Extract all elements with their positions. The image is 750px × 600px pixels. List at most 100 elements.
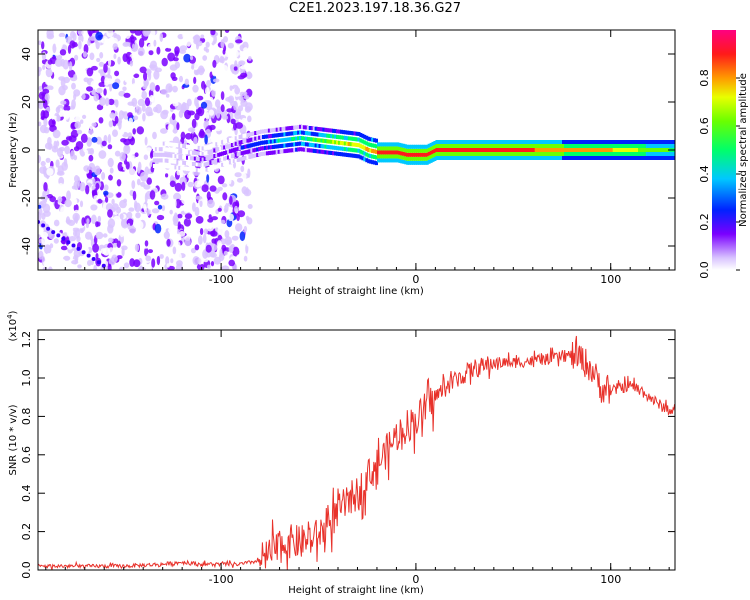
ridge-cell [176, 148, 180, 153]
ridge-cell [497, 140, 501, 144]
ridge-cell [669, 156, 673, 160]
ridge-cell [301, 130, 304, 135]
noise-blob [207, 218, 214, 223]
ridge-cell [328, 134, 332, 138]
ridge-cell [419, 148, 423, 153]
noise-blob [107, 78, 113, 85]
ridge-cell [663, 156, 667, 160]
ridge-cell [289, 148, 293, 153]
noise-blob [105, 97, 110, 107]
ridge-cell [673, 144, 675, 148]
ridge-cell [361, 139, 365, 144]
ridge-cell [456, 144, 460, 148]
ridge-cell [301, 141, 304, 146]
ridge-cell [460, 140, 464, 144]
ridge-cell [610, 152, 614, 156]
colorbar-tick-label: 0.8 [698, 69, 711, 87]
ridge-cell [585, 152, 589, 156]
noise-blob [38, 154, 42, 164]
ridge-cell [495, 140, 499, 144]
ridge-cell [466, 144, 470, 148]
ridge-cell [217, 158, 221, 163]
ridge-cell [158, 164, 162, 168]
ridge-cell [269, 139, 273, 144]
noise-blob [151, 95, 157, 105]
ridge-cell [406, 152, 410, 157]
ridge-cell [158, 152, 162, 157]
noise-blob [54, 58, 63, 67]
noise-blob [129, 60, 134, 67]
ridge-cell [532, 148, 536, 152]
ridge-cell [472, 156, 476, 160]
ridge-cell [415, 148, 419, 153]
noise-blob [46, 85, 54, 91]
ridge-cell [665, 148, 669, 152]
ridge-cell [659, 148, 663, 152]
ridge-cell [186, 150, 189, 155]
ridge-cell [620, 144, 624, 148]
noise-blob [75, 115, 82, 123]
noise-blob [186, 173, 194, 179]
noise-blob [137, 266, 146, 270]
noise-blob [103, 190, 109, 196]
noise-blob [220, 91, 225, 101]
ridge-cell [299, 130, 302, 135]
ridge-cell [382, 158, 386, 163]
ridge-cell [474, 156, 478, 160]
ridge-cell [170, 148, 174, 153]
ridge-cell [513, 140, 517, 144]
ridge-cell [330, 128, 334, 133]
ridge-cell [312, 126, 316, 131]
ridge-cell [318, 149, 322, 154]
ridge-cell [164, 147, 168, 152]
ridge-cell [620, 140, 624, 144]
noise-blob [101, 172, 106, 180]
ridge-cell [209, 155, 213, 160]
ridge-cell [616, 148, 620, 152]
ridge-cell [657, 156, 661, 160]
ridge-cell [638, 156, 641, 160]
ridge-cell [203, 162, 207, 167]
ridge-cell [579, 156, 583, 160]
snr-data [38, 335, 675, 570]
ridge-cell [604, 144, 608, 148]
noise-blob [189, 55, 194, 61]
ridge-cell [415, 156, 419, 161]
ridge-cell [577, 148, 581, 152]
noise-blob [233, 66, 238, 71]
ridge-cell [585, 148, 589, 152]
noise-blob [197, 106, 205, 117]
ridge-cell [542, 148, 546, 152]
noise-blob [202, 249, 209, 259]
noise-blob [87, 39, 91, 46]
ridge-cell [451, 152, 454, 156]
ridge-cell [260, 152, 264, 156]
noise-blob [235, 39, 243, 44]
ridge-cell [521, 156, 525, 160]
ridge-cell [519, 144, 523, 148]
ridge-cell [197, 157, 201, 162]
ridge-cell [306, 142, 310, 147]
ridge-cell [201, 157, 205, 162]
ridge-cell [449, 148, 452, 152]
ridge-cell [189, 145, 193, 149]
ridge-cell [279, 127, 283, 132]
noise-blob [200, 101, 208, 109]
noise-blob [160, 128, 168, 134]
ridge-cell [188, 167, 191, 172]
ridge-cell [661, 156, 665, 160]
noise-blob [46, 30, 54, 38]
noise-blob [64, 199, 72, 208]
noise-blob [243, 255, 248, 262]
ridge-cell [577, 156, 581, 160]
ridge-cell [480, 140, 484, 144]
ridge-cell [661, 144, 665, 148]
noise-blob [38, 101, 42, 106]
ridge-cell [283, 137, 287, 142]
ridge-cell [390, 158, 394, 163]
ridge-cell [404, 144, 408, 149]
ridge-cell [256, 136, 260, 141]
ridge-cell [191, 167, 195, 172]
noise-blob [56, 170, 65, 176]
